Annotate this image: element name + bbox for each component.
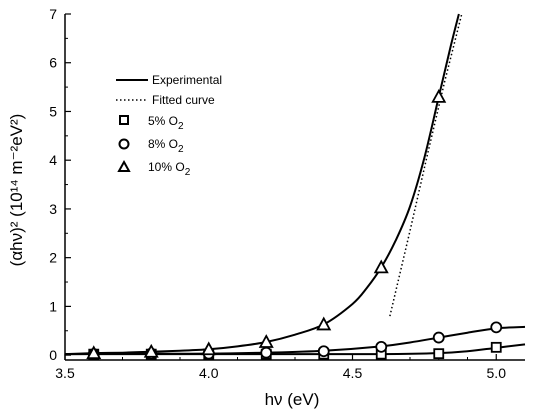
legend-experimental-label: Experimental: [152, 73, 222, 87]
legend-circle-marker: [118, 138, 130, 150]
legend-5-subscript: 2: [178, 121, 184, 132]
y-tick-label: 7: [49, 6, 57, 22]
legend-5-text: 5% O: [148, 114, 178, 128]
x-tick-label: 3.5: [55, 365, 75, 381]
series-lines: [64, 13, 526, 356]
y-tick-label: 5: [49, 103, 57, 119]
y-axis-title: (αhν)² (10¹⁴ m⁻²eV²): [7, 114, 26, 267]
y-tick-label: 1: [49, 298, 57, 314]
legend-8-label: 8% O2: [148, 137, 184, 155]
x-tick-label: 4.0: [199, 365, 219, 381]
circle-marker: [317, 345, 330, 358]
legend-5-label: 5% O2: [148, 114, 184, 132]
triangle-marker: [316, 316, 332, 331]
x-axis-title: hν (eV): [265, 390, 320, 409]
triangle-marker: [201, 341, 217, 356]
y-tick-label: 6: [49, 55, 57, 71]
circle-marker: [375, 340, 388, 353]
y-tick-label: 2: [49, 250, 57, 266]
series-markers: [86, 88, 503, 361]
square-marker: [490, 341, 502, 353]
fitted-line: [389, 13, 463, 317]
series-line-8-o2: [64, 325, 526, 356]
circle-marker: [490, 321, 503, 334]
series-line-10-o2: [64, 13, 460, 356]
circle-marker: [260, 346, 273, 359]
triangle-marker: [86, 345, 102, 360]
x-tick-label: 4.5: [343, 365, 363, 381]
legend-10-label: 10% O2: [148, 160, 191, 178]
fitted-curve-line: [389, 13, 463, 317]
triangle-marker: [258, 334, 274, 348]
x-tick-label: 5.0: [487, 365, 507, 381]
legend-10-text: 10% O: [148, 160, 185, 174]
legend: Experimental Fitted curve 5% O2 8% O2 10…: [116, 73, 222, 178]
legend-fitted-label: Fitted curve: [152, 93, 215, 107]
legend-triangle-marker: [117, 159, 131, 172]
square-marker: [433, 348, 445, 360]
y-tick-label: 0: [49, 347, 57, 363]
circle-marker: [432, 331, 445, 344]
triangle-marker: [143, 343, 159, 358]
triangle-marker: [373, 259, 389, 274]
legend-10-subscript: 2: [185, 167, 191, 178]
legend-square-marker: [119, 115, 129, 125]
legend-8-text: 8% O: [148, 137, 178, 151]
legend-8-subscript: 2: [178, 144, 184, 155]
plot-frame: [64, 14, 525, 361]
y-tick-label: 3: [49, 201, 57, 217]
y-tick-label: 4: [49, 152, 57, 168]
triangle-marker: [431, 88, 447, 103]
axis-ticks: 3.5 4.0 4.5 5.0 0 1 2 3 4 5 6 7: [49, 6, 506, 381]
